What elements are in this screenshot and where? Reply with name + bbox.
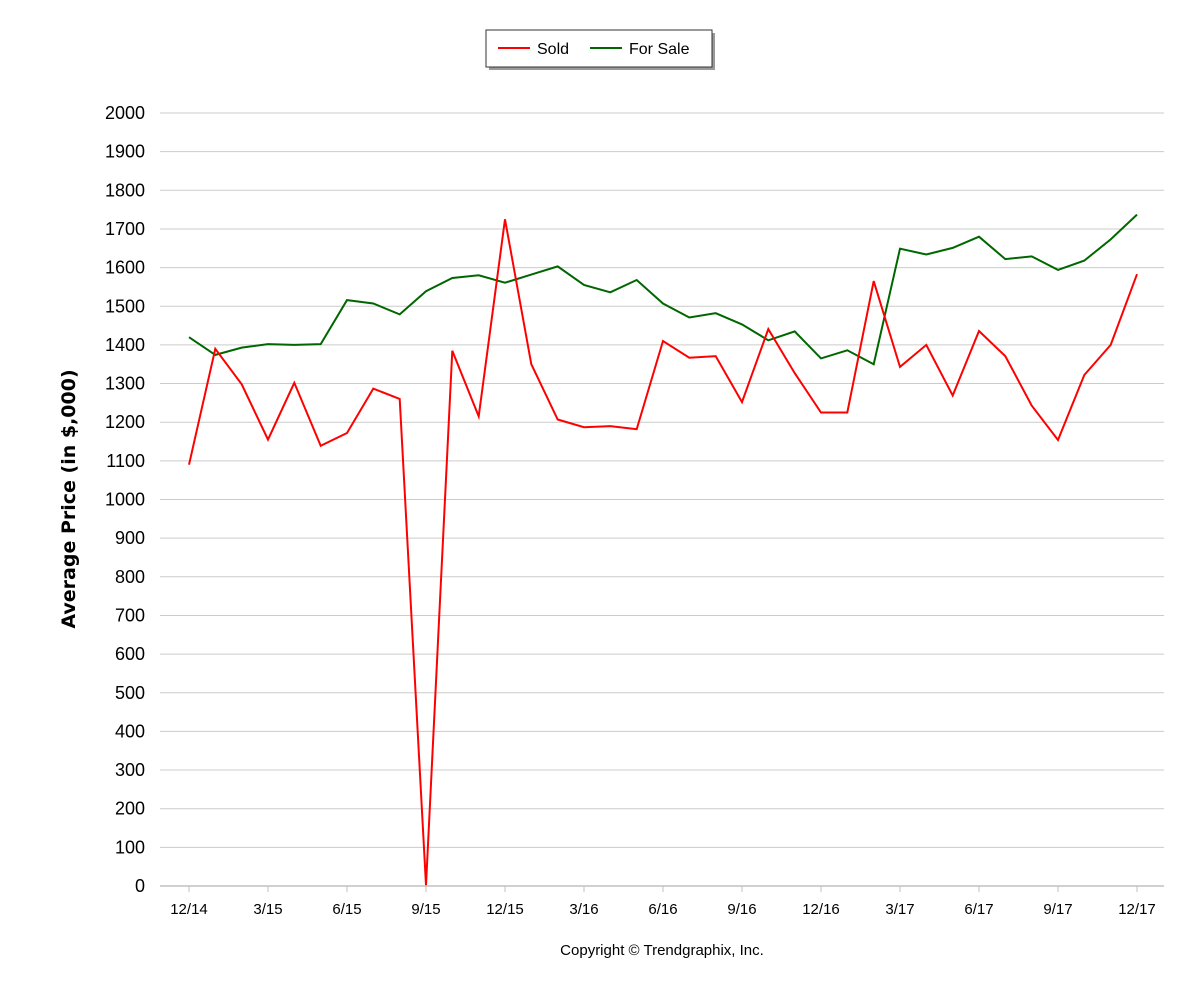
y-tick-label: 1800 xyxy=(105,180,145,200)
x-tick-label: 6/16 xyxy=(648,901,677,918)
y-tick-label: 1900 xyxy=(105,142,145,162)
legend: Sold For Sale xyxy=(485,29,715,70)
x-tick-label: 12/17 xyxy=(1118,901,1156,918)
x-tick-label: 12/14 xyxy=(170,901,208,918)
y-tick-label: 1300 xyxy=(105,374,145,394)
y-tick-label: 1700 xyxy=(105,219,145,239)
y-tick-label: 300 xyxy=(115,760,145,780)
x-tick-label: 6/17 xyxy=(964,901,993,918)
y-tick-label: 1200 xyxy=(105,412,145,432)
y-tick-label: 800 xyxy=(115,567,145,587)
gridlines xyxy=(160,112,1164,848)
y-tick-label: 1100 xyxy=(106,451,145,471)
y-axis-ticks: 0 100 200 300 400 500 600 700 800 900 1000 1100 1200… xyxy=(105,103,145,896)
series-line-for-sale xyxy=(188,213,1138,366)
legend-label-for-sale: For Sale xyxy=(629,41,690,58)
x-tick-label: 12/16 xyxy=(802,901,840,918)
x-tick-label: 6/15 xyxy=(332,901,361,918)
x-tick-label: 3/15 xyxy=(253,901,282,918)
y-tick-label: 900 xyxy=(115,528,145,548)
x-tick-label: 3/16 xyxy=(569,901,598,918)
x-tick-label: 12/15 xyxy=(486,901,524,918)
series-lines xyxy=(188,213,1138,886)
y-tick-label: 0 xyxy=(135,876,145,896)
y-tick-label: 600 xyxy=(115,644,145,664)
legend-label-sold: Sold xyxy=(537,41,569,58)
x-tick-label: 9/15 xyxy=(411,901,440,918)
y-tick-label: 100 xyxy=(115,837,145,857)
x-tick-label: 3/17 xyxy=(885,901,914,918)
y-tick-label: 200 xyxy=(115,799,145,819)
y-tick-label: 400 xyxy=(115,721,145,741)
y-tick-label: 1500 xyxy=(105,296,145,316)
series-line-sold xyxy=(188,219,1138,886)
y-tick-label: 1400 xyxy=(105,335,145,355)
y-tick-label: 2000 xyxy=(105,103,145,123)
x-tick-label: 9/16 xyxy=(727,901,756,918)
x-axis: 12/14 3/15 6/15 9/15 12/15 3/16 6/16 9/16 12/16 3… xyxy=(160,885,1164,918)
y-axis-label: Average Price (in $,000) xyxy=(58,369,80,628)
copyright-text: Copyright © Trendgraphix, Inc. xyxy=(560,942,764,959)
x-tick-label: 9/17 xyxy=(1043,901,1072,918)
y-tick-label: 500 xyxy=(115,683,145,703)
y-tick-label: 700 xyxy=(115,605,145,625)
y-tick-label: 1600 xyxy=(105,258,145,278)
y-tick-label: 1000 xyxy=(105,490,145,510)
